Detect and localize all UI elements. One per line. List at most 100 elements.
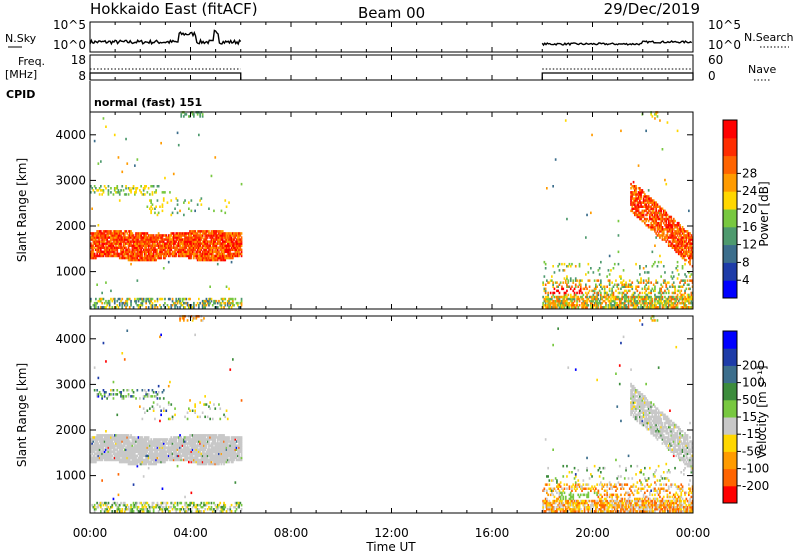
power-cell bbox=[644, 285, 646, 288]
power-cell bbox=[216, 236, 219, 239]
velocity-cell bbox=[161, 510, 164, 513]
power-cell bbox=[652, 203, 655, 206]
power-cell bbox=[234, 234, 237, 237]
power-cell bbox=[654, 226, 656, 229]
velocity-cell bbox=[191, 440, 194, 443]
power-cell bbox=[193, 301, 195, 305]
power-cell bbox=[229, 297, 232, 301]
power-cell bbox=[618, 275, 621, 278]
power-cell bbox=[551, 275, 553, 278]
power-cell bbox=[645, 217, 647, 221]
power-cell bbox=[669, 230, 671, 233]
velocity-cell bbox=[122, 395, 125, 398]
power-cell bbox=[128, 244, 131, 247]
power-cell bbox=[649, 197, 651, 200]
power-cell bbox=[132, 256, 135, 260]
power-cell bbox=[157, 256, 160, 260]
velocity-cell bbox=[175, 438, 178, 441]
power-cell bbox=[166, 244, 169, 247]
velocity-cell bbox=[152, 442, 155, 445]
power-cell bbox=[684, 236, 686, 239]
power-cell bbox=[142, 187, 145, 190]
velocity-cell bbox=[170, 403, 173, 406]
power-cell bbox=[683, 228, 685, 231]
power-cell bbox=[685, 252, 688, 256]
velocity-cell bbox=[171, 440, 174, 443]
power-cell bbox=[110, 240, 112, 243]
power-cell bbox=[623, 283, 626, 286]
power-cell bbox=[184, 246, 186, 249]
power-cell bbox=[107, 193, 110, 196]
power-cell bbox=[651, 213, 654, 217]
power-cell bbox=[631, 293, 634, 297]
velocity-cell bbox=[183, 436, 185, 439]
power-cell bbox=[185, 244, 188, 247]
power-cell bbox=[686, 242, 689, 245]
velocity-cell bbox=[131, 462, 134, 466]
velocity-cell bbox=[161, 458, 164, 462]
velocity-cell bbox=[186, 442, 189, 445]
power-cell bbox=[221, 250, 224, 254]
velocity-cell bbox=[195, 436, 198, 439]
power-cell bbox=[577, 295, 580, 299]
power-cell bbox=[228, 287, 230, 291]
velocity-cell bbox=[201, 456, 204, 460]
velocity-cell bbox=[170, 456, 173, 460]
velocity-cell bbox=[193, 458, 195, 462]
power-cell bbox=[631, 185, 634, 188]
power-cell bbox=[101, 244, 103, 247]
power-cell bbox=[164, 297, 166, 301]
power-cell bbox=[657, 209, 660, 213]
power-cell bbox=[230, 256, 233, 260]
power-cell bbox=[578, 283, 581, 286]
power-cell bbox=[652, 221, 655, 225]
power-cell bbox=[160, 254, 162, 258]
power-cell bbox=[108, 240, 111, 243]
velocity-cell bbox=[174, 440, 176, 443]
power-cell bbox=[585, 304, 587, 307]
power-cell bbox=[597, 279, 600, 282]
power-cell bbox=[228, 254, 230, 258]
power-cell bbox=[688, 242, 690, 245]
power-cell bbox=[542, 304, 544, 307]
power-cell bbox=[151, 193, 154, 196]
power-cell bbox=[134, 246, 136, 249]
velocity-cell bbox=[169, 440, 171, 443]
velocity-cell bbox=[123, 444, 126, 447]
velocity-cell bbox=[105, 448, 107, 451]
velocity-cell bbox=[200, 436, 203, 439]
power-cell bbox=[672, 304, 675, 307]
power-cell bbox=[185, 238, 188, 241]
power-cell bbox=[654, 293, 656, 297]
power-cell bbox=[176, 232, 179, 235]
velocity-cell bbox=[181, 444, 184, 447]
power-cell bbox=[671, 244, 674, 247]
power-cell bbox=[665, 221, 668, 225]
colorbar-segment bbox=[723, 244, 737, 263]
power-cell bbox=[660, 283, 662, 286]
power-cell bbox=[569, 293, 572, 297]
power-cell bbox=[220, 254, 223, 258]
power-cell bbox=[160, 297, 162, 301]
power-cell bbox=[685, 258, 688, 262]
power-cell bbox=[650, 304, 652, 307]
power-cell bbox=[223, 244, 225, 247]
power-cell bbox=[672, 228, 675, 231]
velocity-cell bbox=[113, 434, 116, 437]
power-cell bbox=[666, 228, 669, 231]
power-cell bbox=[690, 254, 693, 258]
velocity-cell bbox=[102, 456, 105, 460]
power-cell bbox=[179, 242, 181, 245]
power-cell bbox=[660, 295, 662, 299]
power-cell bbox=[201, 232, 204, 235]
velocity-cell bbox=[152, 501, 155, 505]
power-cell bbox=[647, 211, 650, 215]
power-cell bbox=[147, 299, 150, 303]
power-cell bbox=[556, 281, 558, 284]
power-cell bbox=[211, 234, 214, 237]
power-cell bbox=[238, 238, 240, 241]
power-cell bbox=[211, 236, 214, 239]
velocity-cell bbox=[156, 403, 159, 406]
power-cell bbox=[193, 254, 195, 258]
power-cell bbox=[118, 193, 121, 196]
